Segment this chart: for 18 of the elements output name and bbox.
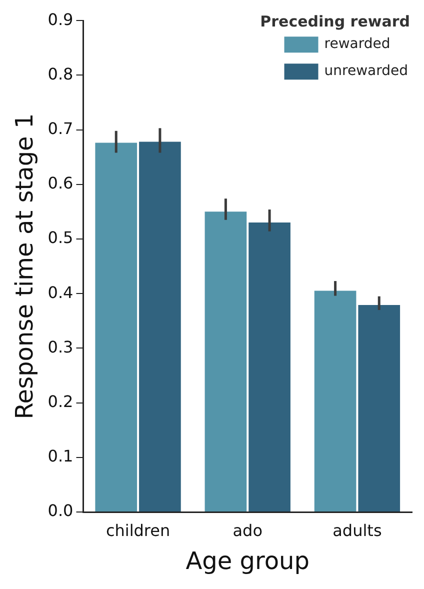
y-tick-label: 0.3 [48,337,74,356]
x-tick-label: children [106,520,170,540]
x-tick-label: ado [232,520,262,540]
legend-title: Preceding reward [260,12,410,30]
y-tick-label: 0.2 [48,392,74,411]
y-tick-label: 0.0 [48,501,74,520]
y-tick-label: 0.1 [48,446,74,466]
legend-label: rewarded [324,36,390,52]
y-tick-label: 0.9 [48,10,74,29]
legend-label: unrewarded [324,63,408,80]
y-tick-label: 0.5 [48,228,74,248]
y-tick-label: 0.6 [48,174,74,193]
y-tick-label: 0.7 [48,118,74,138]
y-tick-label: 0.8 [48,64,74,84]
x-tick-label: adults [332,520,382,540]
x-axis-title: Age group [186,546,310,575]
y-axis-title: Response time at stage 1 [10,113,39,420]
y-tick-label: 0.4 [48,282,74,302]
